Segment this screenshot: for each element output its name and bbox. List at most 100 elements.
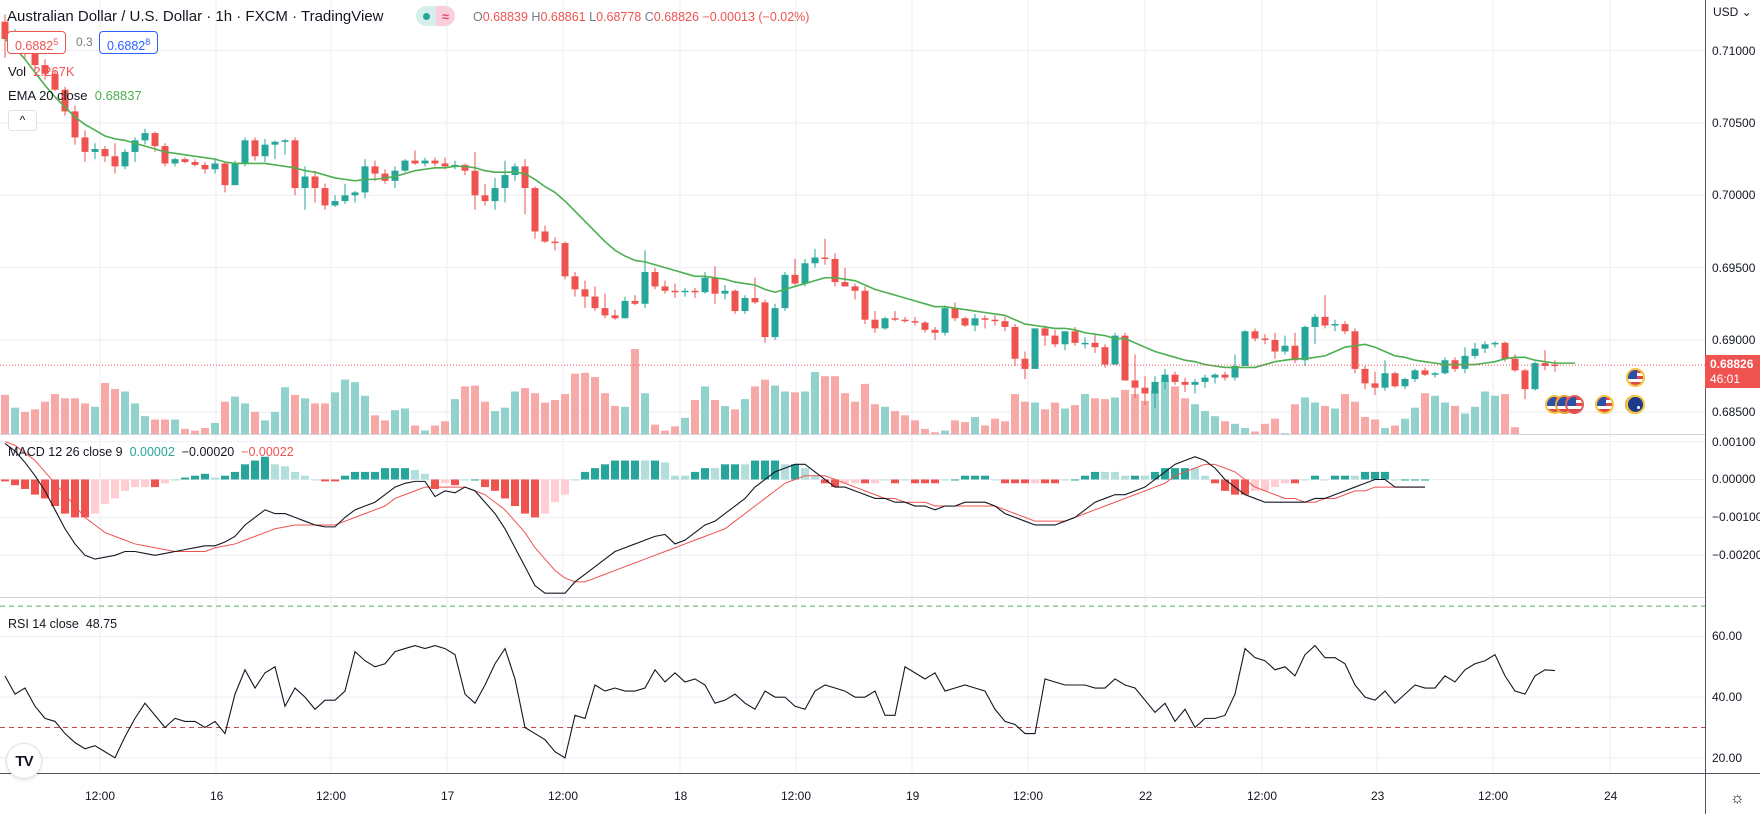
macd-histogram-bar: [1351, 475, 1359, 480]
volume-bar: [391, 410, 399, 434]
macd-histogram-bar: [351, 471, 359, 480]
candle-body: [491, 188, 499, 202]
volume-bar: [481, 401, 489, 434]
volume-bar: [1171, 386, 1179, 434]
macd-histogram-bar: [1051, 479, 1059, 484]
macd-histogram-bar: [581, 471, 589, 480]
macd-histogram-bar: [811, 475, 819, 480]
collapse-legend-button[interactable]: ^: [8, 110, 37, 131]
candle-body: [421, 160, 429, 164]
volume-bar: [541, 402, 549, 434]
macd-histogram-bar: [851, 479, 859, 484]
macd-histogram-bar: [131, 479, 139, 488]
candle-body: [241, 140, 249, 164]
volume-bar: [861, 383, 869, 434]
candle-body: [1491, 342, 1499, 345]
ema-legend[interactable]: EMA 20 close 0.68837: [8, 88, 142, 103]
macd-histogram-bar: [81, 479, 89, 518]
volume-bar: [1481, 391, 1489, 434]
candle-body: [1381, 373, 1389, 388]
macd-histogram-bar: [71, 479, 79, 518]
candle-body: [911, 321, 919, 323]
volume-bar: [461, 386, 469, 434]
candle-body: [801, 263, 809, 284]
candle-body: [1001, 321, 1009, 327]
volume-bar: [411, 425, 419, 434]
macd-histogram-bar: [1291, 479, 1299, 484]
candle-body: [181, 159, 189, 163]
candle-body: [291, 140, 299, 189]
low-label: L: [589, 10, 597, 24]
candle-body: [751, 298, 759, 303]
candle-body: [1511, 358, 1519, 371]
macd-legend[interactable]: MACD 12 26 close 9 0.00002 −0.00020 −0.0…: [8, 445, 294, 459]
market-status-pill[interactable]: ≈: [416, 6, 455, 26]
macd-histogram-bar: [371, 471, 379, 480]
time-axis-label: 12:00: [1478, 789, 1509, 803]
candle-body: [1021, 358, 1029, 369]
macd-histogram-bar: [1321, 479, 1329, 481]
candle-body: [371, 166, 379, 174]
macd-histogram-bar: [741, 464, 749, 480]
volume-bar: [381, 420, 389, 434]
price-axis-label: 0.70500: [1712, 115, 1756, 130]
us-flag-icon[interactable]: [1626, 368, 1645, 387]
candle-body: [131, 140, 139, 152]
macd-signal-value: −0.00022: [241, 445, 294, 459]
macd-histogram-bar: [481, 479, 489, 488]
macd-histogram-bar: [631, 460, 639, 480]
buy-button[interactable]: 0.68828: [99, 31, 159, 54]
macd-histogram-bar: [731, 464, 739, 480]
volume-bar: [1271, 418, 1279, 434]
macd-histogram-bar: [1201, 475, 1209, 480]
au-flag-icon[interactable]: [1626, 395, 1645, 414]
macd-histogram-bar: [1261, 479, 1269, 491]
candle-body: [941, 308, 949, 333]
volume-legend[interactable]: Vol 2.267K: [8, 64, 75, 79]
price-axis-label: 0.71000: [1712, 43, 1756, 58]
candle-body: [1461, 355, 1469, 369]
volume-bar: [731, 409, 739, 434]
candle-body: [581, 289, 589, 297]
macd-histogram-bar: [1161, 468, 1169, 480]
macd-histogram-bar: [821, 479, 829, 484]
volume-bar: [1421, 393, 1429, 434]
candle-body: [711, 277, 719, 294]
candle-body: [321, 188, 329, 206]
volume-bar: [681, 417, 689, 434]
macd-histogram-bar: [551, 479, 559, 503]
candle-body: [881, 318, 889, 329]
tradingview-logo[interactable]: TV: [6, 743, 42, 779]
rsi-line: [4, 644, 1556, 759]
macd-histogram-bar: [801, 468, 809, 480]
candle-body: [1331, 324, 1339, 326]
candle-body: [1371, 383, 1379, 388]
candle-body: [891, 318, 899, 320]
macd-histogram-bar: [61, 479, 69, 514]
volume-bar: [1351, 401, 1359, 434]
candle-body: [991, 319, 999, 322]
candle-body: [1151, 381, 1159, 394]
settings-gear-icon[interactable]: ☼: [1730, 790, 1745, 807]
candle-body: [311, 176, 319, 189]
macd-histogram-bar: [511, 479, 519, 507]
currency-selector[interactable]: USD ⌄: [1713, 5, 1752, 19]
sell-button[interactable]: 0.68825: [7, 31, 67, 54]
rsi-legend[interactable]: RSI 14 close 48.75: [8, 617, 121, 631]
us-flag-icon[interactable]: [1595, 395, 1614, 414]
candle-body: [401, 160, 409, 171]
volume-bar: [431, 425, 439, 434]
volume-bar: [1391, 425, 1399, 434]
us-flag-icon[interactable]: [1565, 395, 1584, 414]
volume-bar: [161, 419, 169, 434]
candle-body: [1291, 345, 1299, 361]
candle-body: [621, 300, 629, 319]
macd-label: MACD 12 26 close 9: [8, 445, 123, 459]
rsi-axis-label: 20.00: [1712, 750, 1743, 765]
macd-histogram-bar: [1301, 479, 1309, 481]
macd-histogram-bar: [611, 460, 619, 480]
candle-body: [1521, 370, 1529, 390]
macd-histogram-bar: [791, 464, 799, 480]
macd-histogram-bar: [11, 479, 19, 486]
